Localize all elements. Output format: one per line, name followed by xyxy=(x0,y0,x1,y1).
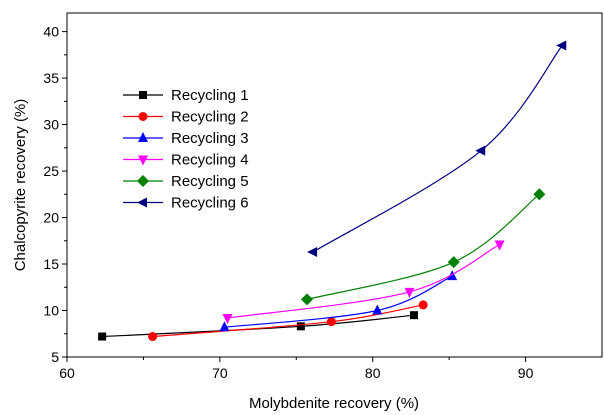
legend-marker xyxy=(137,197,147,208)
data-point xyxy=(533,188,546,201)
series-line xyxy=(102,314,415,338)
legend-label: Recycling 2 xyxy=(171,109,249,126)
data-point xyxy=(418,300,428,310)
legend-item: Recycling 2 xyxy=(123,109,249,126)
data-point xyxy=(300,293,313,306)
series-1 xyxy=(98,311,418,341)
series-layer xyxy=(98,40,567,342)
series-line xyxy=(312,45,563,253)
legend-marker xyxy=(138,132,148,142)
y-tick-label: 35 xyxy=(43,70,59,86)
series-4 xyxy=(222,240,505,324)
legend-label: Recycling 3 xyxy=(171,130,249,147)
series-6 xyxy=(307,40,567,257)
data-point xyxy=(494,240,505,251)
axes-layer: 60 70 80 90 5 10 15 20 25 30 35 40 xyxy=(43,24,533,381)
series-line xyxy=(224,275,453,328)
legend-label: Recycling 5 xyxy=(171,173,249,190)
legend: Recycling 1 Recycling 2 Recycling 3 Recycli… xyxy=(123,87,249,212)
y-axis-title: Chalcopyrite recovery (%) xyxy=(12,99,29,272)
legend-item: Recycling 1 xyxy=(123,87,249,104)
y-tick-label: 20 xyxy=(43,210,59,226)
legend-marker xyxy=(138,155,148,166)
legend-item: Recycling 3 xyxy=(123,130,249,147)
legend-label: Recycling 4 xyxy=(171,152,249,169)
x-tick-label: 80 xyxy=(365,365,381,381)
data-point xyxy=(475,145,486,156)
data-point xyxy=(556,40,567,51)
series-line xyxy=(306,193,540,300)
series-line xyxy=(152,304,424,338)
legend-item: Recycling 6 xyxy=(123,195,249,212)
data-point xyxy=(98,332,107,341)
data-point xyxy=(307,246,318,257)
data-point xyxy=(409,311,418,320)
legend-marker xyxy=(139,91,147,99)
y-tick-label: 5 xyxy=(51,349,59,365)
series-line xyxy=(227,243,500,319)
y-tick-label: 25 xyxy=(43,163,59,179)
legend-marker xyxy=(138,112,148,121)
plot-frame xyxy=(66,12,603,358)
legend-label: Recycling 1 xyxy=(171,87,249,104)
data-point xyxy=(296,322,305,331)
data-point xyxy=(222,313,233,324)
y-tick-label: 15 xyxy=(43,256,59,272)
y-tick-label: 10 xyxy=(43,303,59,319)
data-point xyxy=(326,317,336,327)
data-point xyxy=(148,332,158,342)
legend-item: Recycling 5 xyxy=(123,173,249,190)
y-tick-label: 40 xyxy=(43,24,59,40)
legend-label: Recycling 6 xyxy=(171,195,249,212)
data-point xyxy=(372,304,383,315)
data-point xyxy=(404,287,415,298)
series-5 xyxy=(300,188,546,306)
x-tick-label: 70 xyxy=(212,365,228,381)
legend-item: Recycling 4 xyxy=(123,152,249,169)
x-tick-label: 90 xyxy=(518,365,534,381)
x-axis-title: Molybdenite recovery (%) xyxy=(249,395,419,412)
y-tick-label: 30 xyxy=(43,117,59,133)
data-point xyxy=(219,321,230,332)
legend-marker xyxy=(137,175,149,187)
x-tick-label: 60 xyxy=(59,365,75,381)
series-2 xyxy=(148,300,428,342)
data-point xyxy=(447,256,460,269)
series-3 xyxy=(219,270,458,332)
